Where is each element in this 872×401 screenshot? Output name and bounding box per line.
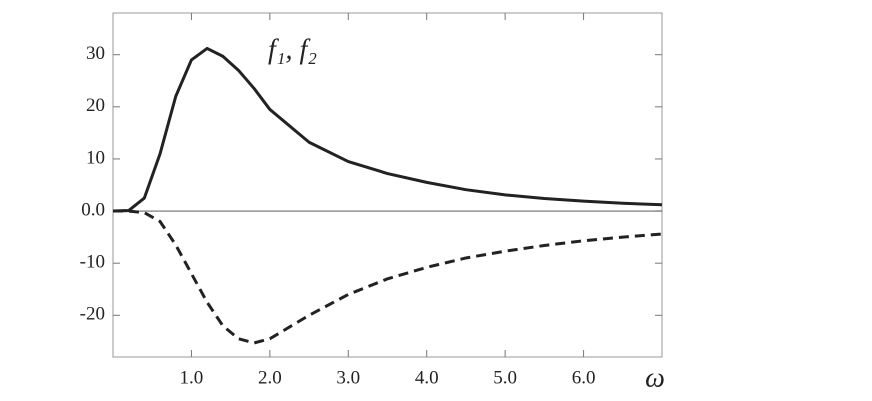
x-tick-label: 6.0 [572, 367, 596, 388]
plot-frame [112, 12, 663, 358]
x-tick-label: 5.0 [493, 367, 517, 388]
series-line [112, 46, 663, 213]
series-line [113, 209, 663, 345]
y-tick-label: 0.0 [81, 199, 105, 220]
annotation: f₁, f₂ [268, 34, 317, 65]
x-tick-label: 2.0 [258, 367, 282, 388]
x-tick-label: 3.0 [336, 367, 360, 388]
x-tick-label: 1.0 [180, 367, 204, 388]
x-axis-label: ω [645, 362, 665, 393]
y-tick-label: 20 [86, 95, 105, 116]
y-tick-label: 10 [86, 147, 105, 168]
y-tick-label: -10 [80, 252, 105, 273]
y-tick-label: 30 [86, 43, 105, 64]
x-tick-label: 4.0 [415, 367, 439, 388]
y-tick-label: -20 [80, 304, 105, 325]
